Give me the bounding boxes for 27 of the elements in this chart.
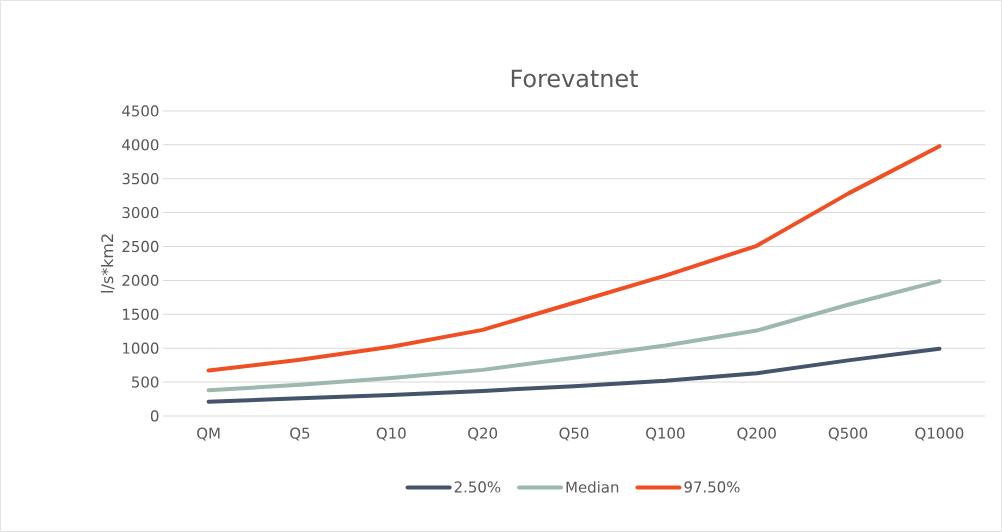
y-tick-label: 1000 (123, 342, 159, 354)
legend-label: Median (566, 481, 619, 493)
y-tick-label: 500 (132, 376, 159, 388)
x-tick-label: Q200 (737, 427, 776, 441)
y-tick-label: 4500 (122, 105, 159, 117)
y-tick-label: 4000 (122, 139, 159, 151)
x-tick-label: Q5 (290, 427, 310, 441)
x-tick-label: Q1000 (915, 427, 964, 441)
y-tick-label: 2000 (122, 274, 159, 287)
line-series (206, 279, 942, 393)
chart-title: Forevatnet (511, 69, 638, 88)
x-tick-label: Q100 (646, 427, 685, 441)
legend-label: 2.50% (454, 481, 501, 493)
x-tick-label: Q20 (468, 427, 498, 441)
x-tick-label: Q50 (559, 427, 589, 441)
y-tick-label: 2500 (122, 240, 159, 253)
y-tick-label: 3000 (122, 206, 159, 219)
y-axis-title: l/s*km2 (100, 234, 115, 293)
x-tick-label: QM (197, 427, 220, 441)
line-series (206, 144, 942, 373)
x-tick-label: Q10 (376, 427, 406, 441)
y-tick-label: 1500 (123, 308, 159, 320)
line-series (206, 346, 942, 404)
x-tick-label: Q500 (828, 427, 868, 441)
legend-label: 97.50% (684, 481, 740, 493)
y-tick-label: 3500 (122, 173, 159, 185)
y-tick-label: 0 (150, 410, 159, 422)
